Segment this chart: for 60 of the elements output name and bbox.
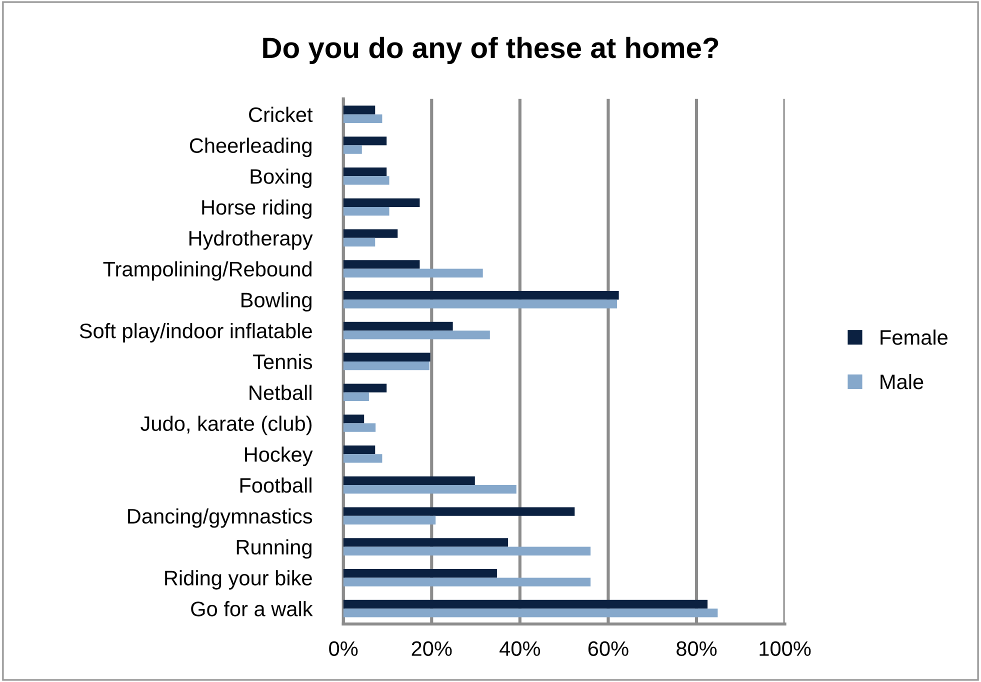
chart-title: Do you do any of these at home? [263, 36, 718, 64]
bar [343, 352, 430, 362]
bar [343, 600, 708, 609]
x-tick-label: 0% [329, 641, 358, 656]
x-tick-label: 20% [412, 641, 452, 656]
bar [343, 445, 376, 454]
bar [343, 176, 390, 185]
x-tick-label: 60% [588, 641, 628, 656]
bar [343, 546, 591, 556]
bar [343, 300, 618, 308]
y-tick-label: Go for a walk [191, 601, 313, 616]
bar [343, 229, 398, 238]
x-tick-label: 40% [500, 641, 540, 656]
x-tick-label: 80% [676, 641, 717, 656]
y-tick-label: Running [236, 539, 312, 559]
bar [343, 136, 387, 146]
bar [343, 322, 453, 331]
y-tick-label: Boxing [250, 168, 312, 188]
y-tick-label: Hydrotherapy [189, 230, 313, 250]
bar [343, 608, 718, 618]
bar [343, 268, 483, 278]
y-tick-label: Football [240, 477, 312, 493]
bar [343, 538, 508, 547]
bar [343, 423, 376, 432]
bar [343, 207, 390, 216]
bar [343, 507, 575, 516]
bar [343, 414, 364, 424]
bar [343, 167, 387, 176]
bar [343, 361, 430, 370]
y-tick-label: Bowling [242, 292, 312, 312]
y-tick-label: Riding your bike [165, 570, 312, 590]
bar [343, 114, 382, 123]
bar [343, 238, 376, 247]
bar [343, 198, 420, 208]
bar [343, 106, 376, 114]
y-tick-label: Cricket [249, 106, 313, 122]
y-tick-label: Netball [250, 384, 312, 400]
y-tick-label: Cheerleading [190, 138, 312, 158]
bar [343, 476, 475, 486]
y-tick-label: Horse riding [202, 199, 312, 219]
bar [343, 384, 387, 392]
y-tick-label: Trampolining/Rebound [103, 261, 312, 281]
bar [343, 260, 420, 269]
bar [343, 569, 497, 578]
y-tick-label: Soft play/indoor inflatable [80, 323, 312, 342]
bar [343, 392, 369, 401]
x-tick-label: 100% [760, 641, 811, 656]
bar [343, 291, 619, 300]
y-tick-label: Hockey [245, 446, 313, 466]
bar [343, 454, 382, 463]
bar [343, 485, 516, 494]
bar [343, 516, 436, 525]
y-tick-label: Dancing/gymnastics [128, 508, 312, 528]
legend-label: Male [880, 374, 924, 390]
bar [343, 330, 490, 340]
legend-label: Female [880, 330, 948, 345]
bar [343, 578, 591, 586]
y-tick-label: Judo, karate (club) [140, 416, 312, 436]
bar [343, 145, 362, 154]
y-tick-label: Tennis [253, 354, 312, 370]
